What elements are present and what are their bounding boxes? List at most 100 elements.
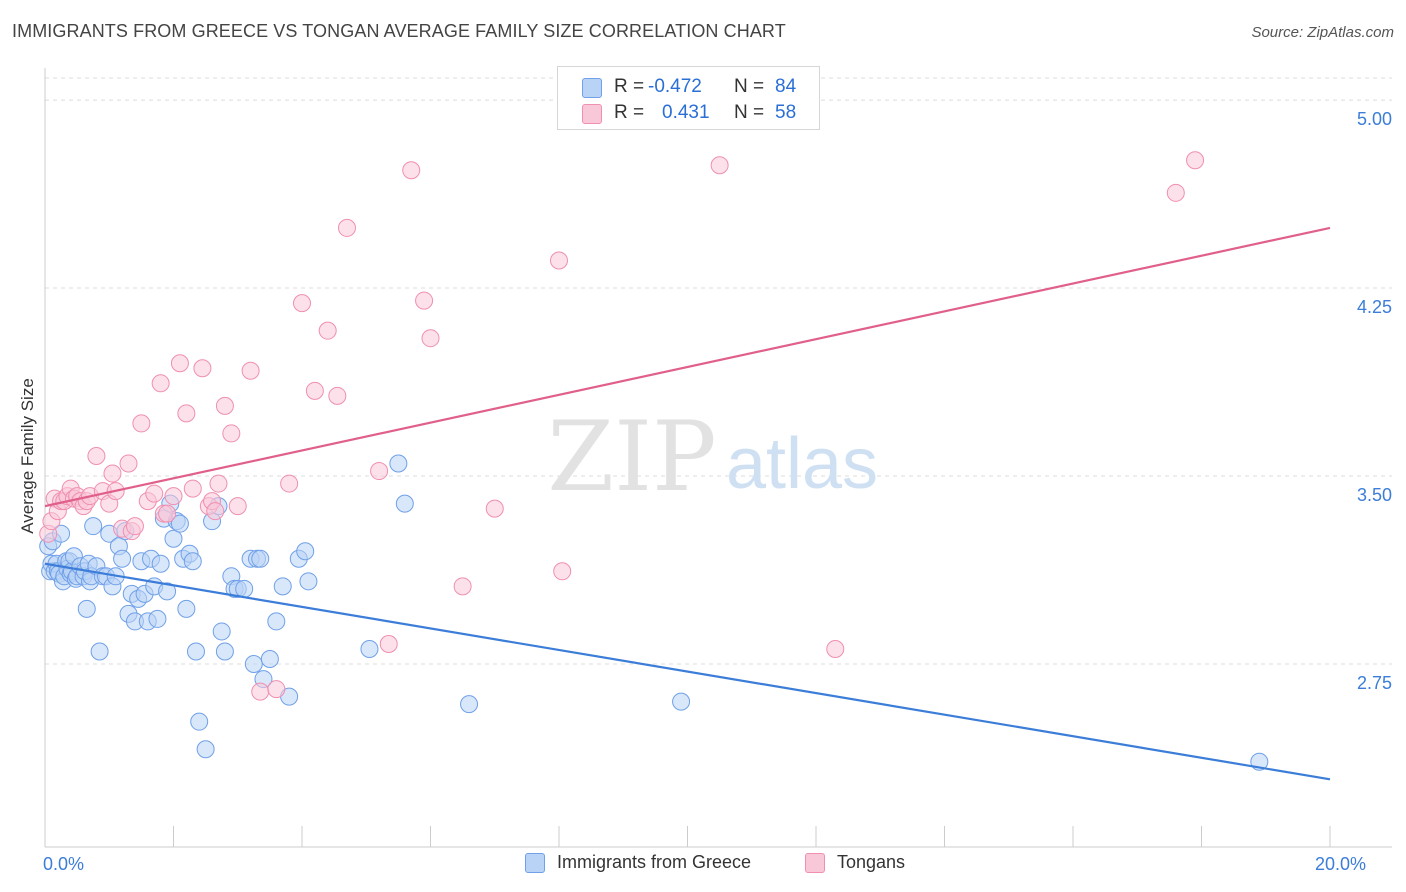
axes: [44, 68, 1392, 848]
tongan-point: [193, 359, 212, 378]
greece-point: [460, 695, 479, 714]
tick-labels: 2.75 3.50 4.25 5.00 0.0% 20.0%: [43, 109, 1392, 874]
greece-point: [360, 639, 379, 658]
greece-point: [244, 655, 263, 674]
tongan-point: [550, 251, 568, 270]
source-label: Source: ZipAtlas.com: [1251, 24, 1394, 41]
tongan-trend-line: [44, 226, 1331, 508]
tongan-point: [1166, 183, 1185, 202]
greece-point: [395, 494, 414, 513]
tongan-point: [151, 374, 170, 393]
greece-point: [177, 599, 196, 618]
greece-point: [273, 577, 292, 596]
greece-point: [170, 514, 189, 533]
greece-point: [151, 554, 170, 573]
greece-point: [235, 579, 254, 598]
stats-swatch-tongans: [582, 104, 602, 124]
greece-point: [183, 552, 202, 571]
chart-title: IMMIGRANTS FROM GREECE VS TONGAN AVERAGE…: [12, 21, 786, 41]
x-tick-label: 0.0%: [43, 854, 84, 874]
y-tick-label: 3.50: [1357, 485, 1392, 505]
tongan-point: [209, 474, 228, 493]
tongan-point: [119, 454, 138, 473]
greece-point: [296, 542, 315, 561]
greece-point: [164, 529, 183, 548]
watermark-zip: ZIP: [547, 401, 716, 513]
greece-point: [299, 572, 318, 591]
greece-point: [148, 609, 167, 628]
greece-point: [260, 650, 279, 669]
y-tick-label: 4.25: [1357, 297, 1392, 317]
data-points: [39, 151, 1269, 771]
tongan-point: [228, 497, 247, 516]
tongan-point: [215, 396, 234, 415]
tongan-point: [87, 446, 106, 465]
tongan-point: [183, 479, 202, 498]
greece-trend-line: [44, 562, 1331, 781]
r-label: R =: [614, 102, 645, 123]
greece-point: [267, 612, 286, 631]
tongan-point: [251, 682, 270, 701]
greece-point: [212, 622, 231, 641]
tongan-point: [826, 639, 845, 658]
greece-point: [90, 642, 109, 661]
tongan-point: [337, 218, 356, 237]
legend-swatch-greece: [525, 853, 545, 873]
greece-point: [186, 642, 205, 661]
tongan-point: [485, 499, 504, 518]
r-label: R =: [614, 76, 645, 97]
tongan-point: [553, 562, 572, 581]
tongan-point: [305, 381, 324, 400]
n-label: N =: [734, 76, 765, 97]
stats-swatch-greece: [582, 78, 602, 98]
greece-point: [215, 642, 234, 661]
r-value: -0.472: [648, 76, 702, 97]
tongan-point: [328, 386, 347, 405]
tongan-point: [241, 361, 260, 380]
greece-point: [158, 582, 177, 601]
tongan-point: [370, 462, 389, 481]
greece-point: [77, 599, 96, 618]
legend-swatch-tongans: [805, 853, 825, 873]
n-value: 58: [775, 102, 797, 123]
greece-point: [251, 549, 270, 568]
tongan-point: [379, 634, 398, 653]
y-tick-label: 2.75: [1357, 673, 1392, 693]
greece-point: [196, 740, 215, 759]
tongan-point: [280, 474, 299, 493]
legend-label-tongans: Tongans: [837, 852, 906, 872]
stats-box: R = -0.472 N = 84 R = 0.431 N = 58: [557, 66, 820, 130]
greece-point: [389, 454, 408, 473]
tongan-point: [206, 502, 225, 521]
tongan-point: [177, 404, 196, 423]
tongan-point: [222, 424, 241, 443]
tongan-point: [1186, 151, 1205, 170]
tongan-point: [164, 487, 183, 506]
y-tick-label: 5.00: [1357, 109, 1392, 129]
n-value: 84: [775, 76, 797, 97]
tongan-point: [158, 504, 177, 523]
tongan-point: [293, 294, 311, 313]
tongan-point: [125, 517, 144, 536]
tongan-point: [710, 156, 729, 175]
tongan-point: [453, 577, 472, 596]
tongan-point: [103, 464, 122, 483]
tongan-point: [402, 161, 421, 180]
tongan-point: [132, 414, 151, 433]
watermark-atlas: atlas: [726, 424, 878, 504]
greece-point: [672, 692, 691, 711]
greece-point: [84, 517, 103, 536]
tongan-point: [318, 321, 337, 340]
x-tick-label: 20.0%: [1315, 854, 1366, 874]
r-value: 0.431: [662, 102, 710, 123]
tongan-point: [145, 484, 164, 503]
tongan-point: [267, 680, 286, 699]
tongan-point: [415, 291, 434, 310]
legend-label-greece: Immigrants from Greece: [557, 852, 752, 872]
trend-lines: [44, 226, 1331, 781]
greece-point: [190, 712, 209, 731]
watermark: ZIP atlas: [547, 401, 878, 513]
tongan-point: [170, 354, 189, 373]
n-label: N =: [734, 102, 765, 123]
